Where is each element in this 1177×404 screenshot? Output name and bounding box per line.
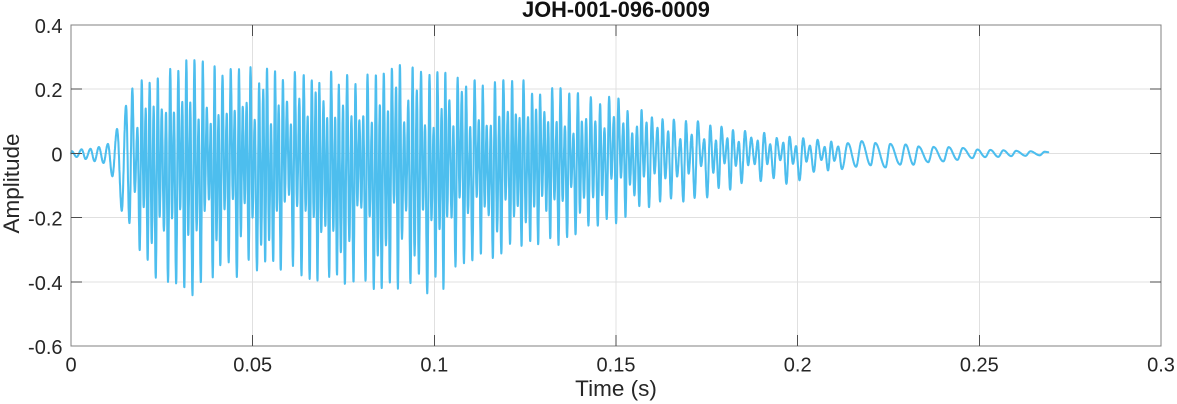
svg-text:Time (s): Time (s) — [575, 376, 657, 401]
svg-text:0.3: 0.3 — [1147, 355, 1175, 377]
svg-text:JOH-001-096-0009: JOH-001-096-0009 — [522, 0, 710, 22]
svg-text:0: 0 — [51, 144, 62, 166]
svg-text:0.2: 0.2 — [784, 355, 812, 377]
svg-text:Amplitude: Amplitude — [0, 133, 24, 233]
svg-text:0.2: 0.2 — [35, 80, 63, 102]
svg-text:0.05: 0.05 — [233, 355, 272, 377]
svg-text:0.25: 0.25 — [960, 355, 999, 377]
svg-text:-0.2: -0.2 — [28, 209, 62, 231]
svg-text:0.15: 0.15 — [597, 355, 636, 377]
svg-text:0.4: 0.4 — [35, 16, 63, 38]
svg-text:-0.6: -0.6 — [28, 337, 62, 359]
svg-text:-0.4: -0.4 — [28, 273, 62, 295]
svg-text:0: 0 — [65, 355, 76, 377]
svg-text:0.1: 0.1 — [420, 355, 448, 377]
